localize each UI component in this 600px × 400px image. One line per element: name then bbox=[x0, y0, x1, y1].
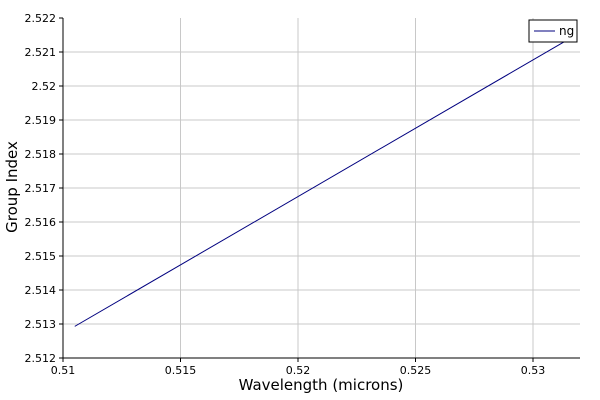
y-tick-label: 2.515 bbox=[25, 250, 57, 263]
y-tick-label: 2.518 bbox=[25, 148, 57, 161]
legend: ng bbox=[528, 19, 578, 43]
legend-label: ng bbox=[559, 24, 574, 38]
y-tick-label: 2.522 bbox=[25, 12, 57, 25]
x-tick-label: 0.525 bbox=[400, 364, 432, 377]
y-tick-label: 2.52 bbox=[32, 80, 57, 93]
series-line-ng bbox=[74, 38, 569, 327]
y-tick-label: 2.519 bbox=[25, 114, 57, 127]
y-tick-label: 2.512 bbox=[25, 352, 57, 365]
x-tick-label: 0.51 bbox=[51, 364, 76, 377]
series-layer bbox=[74, 38, 569, 327]
x-axis-title: Wavelength (microns) bbox=[239, 376, 404, 394]
y-tick-label: 2.521 bbox=[25, 46, 57, 59]
y-axis-title: Group Index bbox=[3, 141, 21, 233]
y-tick-label: 2.516 bbox=[25, 216, 57, 229]
y-tick-label: 2.514 bbox=[25, 284, 57, 297]
y-tick-label: 2.513 bbox=[25, 318, 57, 331]
axes: 0.51 0.515 0.52 0.525 0.53 2.512 2.513 2.514 2.5… bbox=[25, 12, 580, 377]
x-tick-label: 0.515 bbox=[165, 364, 197, 377]
y-tick-label: 2.517 bbox=[25, 182, 57, 195]
grid bbox=[63, 18, 580, 358]
x-tick-label: 0.52 bbox=[286, 364, 311, 377]
x-tick-label: 0.53 bbox=[521, 364, 546, 377]
